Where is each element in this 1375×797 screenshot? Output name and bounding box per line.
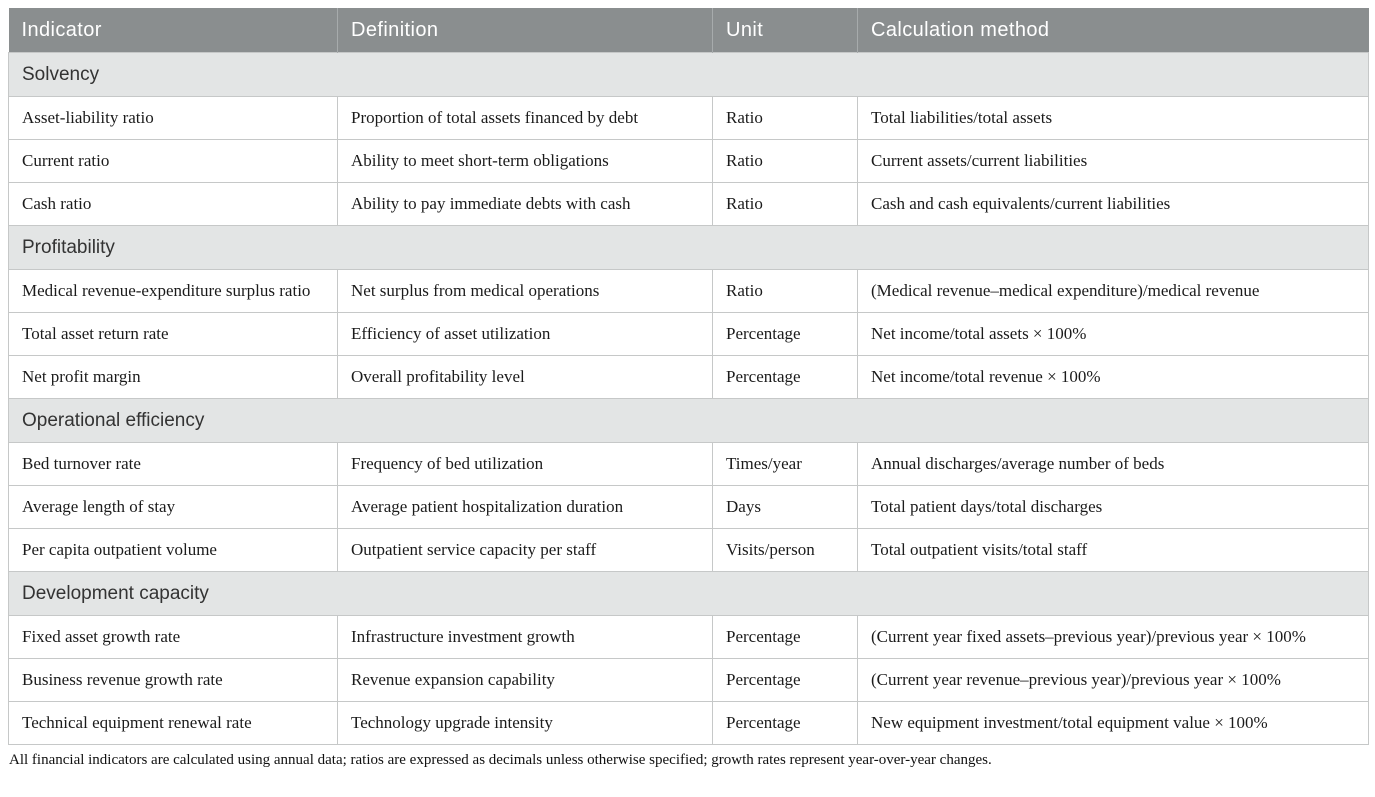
definition-cell: Infrastructure investment growth xyxy=(337,615,713,659)
indicator-table: Indicator Definition Unit Calculation me… xyxy=(8,8,1369,745)
column-header-definition: Definition xyxy=(337,8,713,53)
unit-cell: Times/year xyxy=(712,442,858,486)
unit-cell: Percentage xyxy=(712,658,858,702)
calculation-method-cell: Net income/total revenue × 100% xyxy=(857,355,1369,399)
indicator-cell: Total asset return rate xyxy=(8,312,338,356)
calculation-method-cell: (Current year fixed assets–previous year… xyxy=(857,615,1369,659)
definition-cell: Ability to pay immediate debts with cash xyxy=(337,182,713,226)
header-row: Indicator Definition Unit Calculation me… xyxy=(8,8,1369,53)
indicator-cell: Asset-liability ratio xyxy=(8,96,338,140)
unit-cell: Days xyxy=(712,485,858,529)
table-footnote: All financial indicators are calculated … xyxy=(9,752,992,768)
unit-cell: Percentage xyxy=(712,355,858,399)
table-row: Per capita outpatient volume Outpatient … xyxy=(8,528,1369,572)
unit-cell: Percentage xyxy=(712,615,858,659)
calculation-method-cell: Annual discharges/average number of beds xyxy=(857,442,1369,486)
indicator-cell: Net profit margin xyxy=(8,355,338,399)
definition-cell: Technology upgrade intensity xyxy=(337,701,713,745)
section-title: Profitability xyxy=(8,225,1369,270)
section-row-profitability: Profitability xyxy=(8,225,1369,270)
calculation-method-cell: (Medical revenue–medical expenditure)/me… xyxy=(857,269,1369,313)
calculation-method-cell: (Current year revenue–previous year)/pre… xyxy=(857,658,1369,702)
definition-cell: Frequency of bed utilization xyxy=(337,442,713,486)
calculation-method-cell: New equipment investment/total equipment… xyxy=(857,701,1369,745)
indicator-cell: Average length of stay xyxy=(8,485,338,529)
indicator-cell: Current ratio xyxy=(8,139,338,183)
section-title: Development capacity xyxy=(8,571,1369,616)
calculation-method-cell: Total patient days/total discharges xyxy=(857,485,1369,529)
table-row: Fixed asset growth rate Infrastructure i… xyxy=(8,615,1369,659)
definition-cell: Net surplus from medical operations xyxy=(337,269,713,313)
definition-cell: Proportion of total assets financed by d… xyxy=(337,96,713,140)
table-row: Average length of stay Average patient h… xyxy=(8,485,1369,529)
indicator-cell: Medical revenue-expenditure surplus rati… xyxy=(8,269,338,313)
table-row: Bed turnover rate Frequency of bed utili… xyxy=(8,442,1369,486)
page: Indicator Definition Unit Calculation me… xyxy=(8,8,1369,768)
definition-cell: Revenue expansion capability xyxy=(337,658,713,702)
calculation-method-cell: Current assets/current liabilities xyxy=(857,139,1369,183)
unit-cell: Ratio xyxy=(712,269,858,313)
unit-cell: Visits/person xyxy=(712,528,858,572)
indicator-cell: Cash ratio xyxy=(8,182,338,226)
unit-cell: Ratio xyxy=(712,182,858,226)
section-title: Solvency xyxy=(8,52,1369,97)
table-row: Asset-liability ratio Proportion of tota… xyxy=(8,96,1369,140)
table-row: Technical equipment renewal rate Technol… xyxy=(8,701,1369,745)
definition-cell: Overall profitability level xyxy=(337,355,713,399)
table-row: Medical revenue-expenditure surplus rati… xyxy=(8,269,1369,313)
column-header-unit: Unit xyxy=(712,8,858,53)
section-row-operational-efficiency: Operational efficiency xyxy=(8,398,1369,443)
column-header-indicator: Indicator xyxy=(8,8,338,53)
unit-cell: Percentage xyxy=(712,701,858,745)
table-row: Business revenue growth rate Revenue exp… xyxy=(8,658,1369,702)
section-row-solvency: Solvency xyxy=(8,52,1369,97)
table-row: Current ratio Ability to meet short-term… xyxy=(8,139,1369,183)
unit-cell: Ratio xyxy=(712,139,858,183)
table-row: Cash ratio Ability to pay immediate debt… xyxy=(8,182,1369,226)
calculation-method-cell: Total outpatient visits/total staff xyxy=(857,528,1369,572)
section-row-development-capacity: Development capacity xyxy=(8,571,1369,616)
indicator-cell: Per capita outpatient volume xyxy=(8,528,338,572)
table-row: Total asset return rate Efficiency of as… xyxy=(8,312,1369,356)
definition-cell: Efficiency of asset utilization xyxy=(337,312,713,356)
definition-cell: Ability to meet short-term obligations xyxy=(337,139,713,183)
column-header-calculation-method: Calculation method xyxy=(857,8,1369,53)
table-row: Net profit margin Overall profitability … xyxy=(8,355,1369,399)
section-title: Operational efficiency xyxy=(8,398,1369,443)
calculation-method-cell: Cash and cash equivalents/current liabil… xyxy=(857,182,1369,226)
indicator-cell: Technical equipment renewal rate xyxy=(8,701,338,745)
definition-cell: Average patient hospitalization duration xyxy=(337,485,713,529)
indicator-cell: Fixed asset growth rate xyxy=(8,615,338,659)
unit-cell: Percentage xyxy=(712,312,858,356)
definition-cell: Outpatient service capacity per staff xyxy=(337,528,713,572)
indicator-cell: Business revenue growth rate xyxy=(8,658,338,702)
unit-cell: Ratio xyxy=(712,96,858,140)
calculation-method-cell: Net income/total assets × 100% xyxy=(857,312,1369,356)
table-header: Indicator Definition Unit Calculation me… xyxy=(8,8,1369,53)
calculation-method-cell: Total liabilities/total assets xyxy=(857,96,1369,140)
indicator-cell: Bed turnover rate xyxy=(8,442,338,486)
